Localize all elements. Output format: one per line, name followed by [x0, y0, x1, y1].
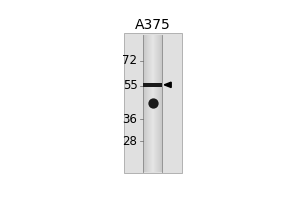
Bar: [155, 35, 156, 172]
Polygon shape: [164, 82, 171, 88]
Bar: [145, 35, 146, 172]
Text: 55: 55: [123, 79, 137, 92]
Text: 28: 28: [123, 135, 137, 148]
Bar: [151, 35, 152, 172]
Bar: [158, 35, 159, 172]
Bar: [143, 83, 162, 87]
Bar: [143, 35, 162, 172]
Bar: [153, 35, 154, 172]
Bar: [149, 35, 150, 172]
Bar: [152, 35, 153, 172]
Bar: [150, 35, 151, 172]
Bar: [143, 35, 144, 172]
Point: [150, 102, 155, 105]
Text: 72: 72: [122, 54, 137, 67]
Bar: [156, 35, 157, 172]
Bar: [148, 35, 149, 172]
Bar: [157, 35, 158, 172]
Bar: [161, 35, 162, 172]
Text: 36: 36: [123, 113, 137, 126]
Bar: [147, 35, 148, 172]
Bar: [144, 35, 145, 172]
Text: A375: A375: [135, 18, 170, 32]
Bar: [146, 35, 147, 172]
Bar: [160, 35, 161, 172]
Bar: [159, 35, 160, 172]
Bar: [124, 33, 182, 173]
Bar: [154, 35, 155, 172]
